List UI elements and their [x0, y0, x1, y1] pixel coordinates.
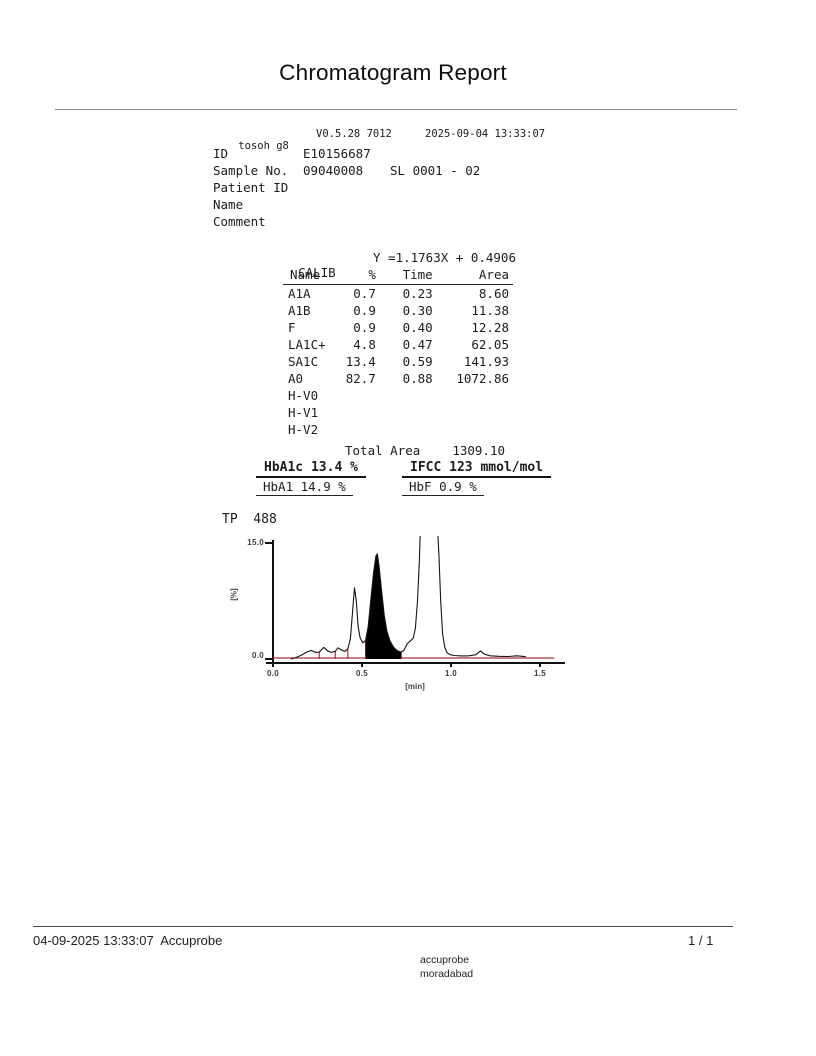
x-axis-tick — [272, 663, 274, 667]
page-title: Chromatogram Report — [279, 60, 507, 85]
table-row: H-V0 — [288, 388, 319, 403]
ifcc-result: IFCC 123 mmol/mol — [402, 460, 552, 478]
x-tick-label: 1.0 — [444, 669, 458, 678]
y-axis-tick — [265, 542, 272, 544]
page-number: 1 / 1 — [688, 933, 714, 948]
chromatogram-plot — [273, 536, 555, 660]
table-row: F 0.9 0.40 12.28 — [288, 320, 509, 335]
y-axis-unit-label: [%] — [229, 588, 239, 601]
col-header-name: Name — [283, 266, 342, 285]
calib-equation: Y =1.1763X + 0.4906 — [373, 250, 516, 265]
footer-divider — [33, 926, 733, 927]
info-label: Name — [213, 197, 244, 212]
y-axis-line — [272, 540, 274, 663]
x-axis-unit-label: [min] — [405, 682, 425, 691]
hba1-result: HbA1 14.9 % — [256, 479, 353, 496]
org-name-line: accuprobe — [420, 954, 470, 966]
info-row-id: ID E10156687 — [213, 146, 371, 163]
col-header-percent: % — [341, 266, 376, 285]
device-name: tosoh g8 — [238, 140, 289, 152]
hbf-result: HbF 0.9 % — [402, 479, 484, 496]
info-row-comment: Comment — [213, 214, 266, 231]
info-row-sample-no: Sample No. 09040008 SL 0001 - 02 — [213, 163, 480, 180]
x-axis-tick — [361, 663, 363, 667]
table-row: H-V1 — [288, 405, 319, 420]
info-value: 09040008 — [303, 163, 364, 178]
info-row-name: Name — [213, 197, 243, 214]
run-datetime: 2025-09-04 13:33:07 — [425, 128, 546, 140]
y-tick-label-zero: 0.0 — [251, 651, 264, 660]
info-extra: SL 0001 - 02 — [390, 163, 481, 178]
header-divider — [55, 109, 737, 110]
total-area-row: Total Area 1309.10 — [283, 443, 509, 458]
info-row-patient-id: Patient ID — [213, 180, 288, 197]
peak-table: Name % Time Area A1A 0.7 0.23 8.60 A1B 0… — [283, 266, 513, 438]
table-row: LA1C+ 4.8 0.47 62.05 — [288, 337, 509, 352]
x-tick-label: 0.5 — [355, 669, 369, 678]
info-label: ID — [213, 146, 229, 161]
total-area-value: 1309.10 — [452, 443, 505, 458]
col-header-area: Area — [432, 266, 513, 285]
device-info-block: tosoh g8 V0.5.28 7012 2025-09-04 13:33:0… — [213, 128, 573, 261]
table-row: H-V2 — [288, 422, 319, 437]
table-row: SA1C 13.4 0.59 141.93 — [288, 354, 509, 369]
y-tick-label-max: 15.0 — [247, 538, 264, 547]
info-label: Comment — [213, 214, 266, 229]
total-area-label: Total Area — [345, 443, 421, 458]
x-tick-label: 1.5 — [533, 669, 547, 678]
org-city-line: moradabad — [420, 968, 474, 980]
info-label: Patient ID — [213, 180, 289, 195]
hba1c-result: HbA1c 13.4 % — [256, 460, 366, 478]
peak-table-header: Name % Time Area — [283, 266, 513, 285]
footer-datetime-org: 04-09-2025 13:33:07 Accuprobe — [33, 933, 223, 948]
y-axis-tick — [265, 658, 272, 660]
x-axis-line — [266, 662, 565, 664]
x-axis-tick — [450, 663, 452, 667]
device-line: tosoh g8 V0.5.28 7012 2025-09-04 13:33:0… — [213, 128, 545, 188]
x-tick-label: 0.0 — [266, 669, 280, 678]
x-axis-tick — [539, 663, 541, 667]
firmware-version: V0.5.28 7012 — [316, 128, 392, 140]
col-header-time: Time — [375, 266, 433, 285]
info-label: Sample No. — [213, 163, 289, 178]
table-row: A1A 0.7 0.23 8.60 — [288, 286, 509, 301]
table-row: A0 82.7 0.88 1072.86 — [288, 371, 509, 386]
info-value: E10156687 — [303, 146, 371, 161]
total-points-label: TP 488 — [222, 512, 277, 527]
table-row: A1B 0.9 0.30 11.38 — [288, 303, 509, 318]
